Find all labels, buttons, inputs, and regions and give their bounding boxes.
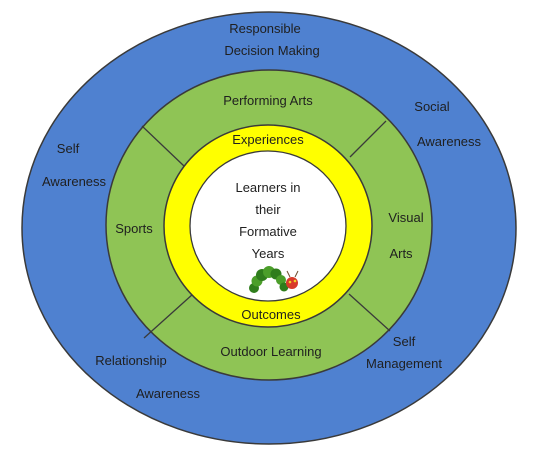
center-line-3: Formative xyxy=(239,224,297,239)
blue-label-social: Social xyxy=(414,99,450,114)
green-label-arts: Arts xyxy=(389,246,413,261)
blue-label-self: Self xyxy=(57,141,80,156)
blue-label-decision-making: Decision Making xyxy=(224,43,319,58)
green-ring-divider-bottom-right xyxy=(348,293,391,332)
white-center xyxy=(189,150,347,302)
green-ring-divider-bottom-left xyxy=(143,293,194,339)
green-label-visual: Visual xyxy=(388,210,423,225)
green-ring-divider-top-left xyxy=(141,125,185,167)
yellow-label-outcomes: Outcomes xyxy=(241,307,301,322)
blue-label-responsible: Responsible xyxy=(229,21,301,36)
green-label-sports: Sports xyxy=(115,221,153,236)
center-line-2: their xyxy=(255,202,281,217)
blue-label-relationship: Relationship xyxy=(95,353,167,368)
green-label-outdoor-learning: Outdoor Learning xyxy=(220,344,321,359)
center-line-4: Years xyxy=(252,246,285,261)
yellow-label-experiences: Experiences xyxy=(232,132,304,147)
caterpillar-icon xyxy=(249,266,299,293)
center-line-1: Learners in xyxy=(235,180,300,195)
blue-label-relationship-awareness: Awareness xyxy=(136,386,201,401)
blue-label-self-management-2: Management xyxy=(366,356,442,371)
blue-label-self-awareness: Awareness xyxy=(42,174,107,189)
blue-label-self-management-1: Self xyxy=(393,334,416,349)
blue-label-social-awareness: Awareness xyxy=(417,134,482,149)
green-ring-divider-top-right xyxy=(349,120,387,158)
green-label-performing-arts: Performing Arts xyxy=(223,93,313,108)
